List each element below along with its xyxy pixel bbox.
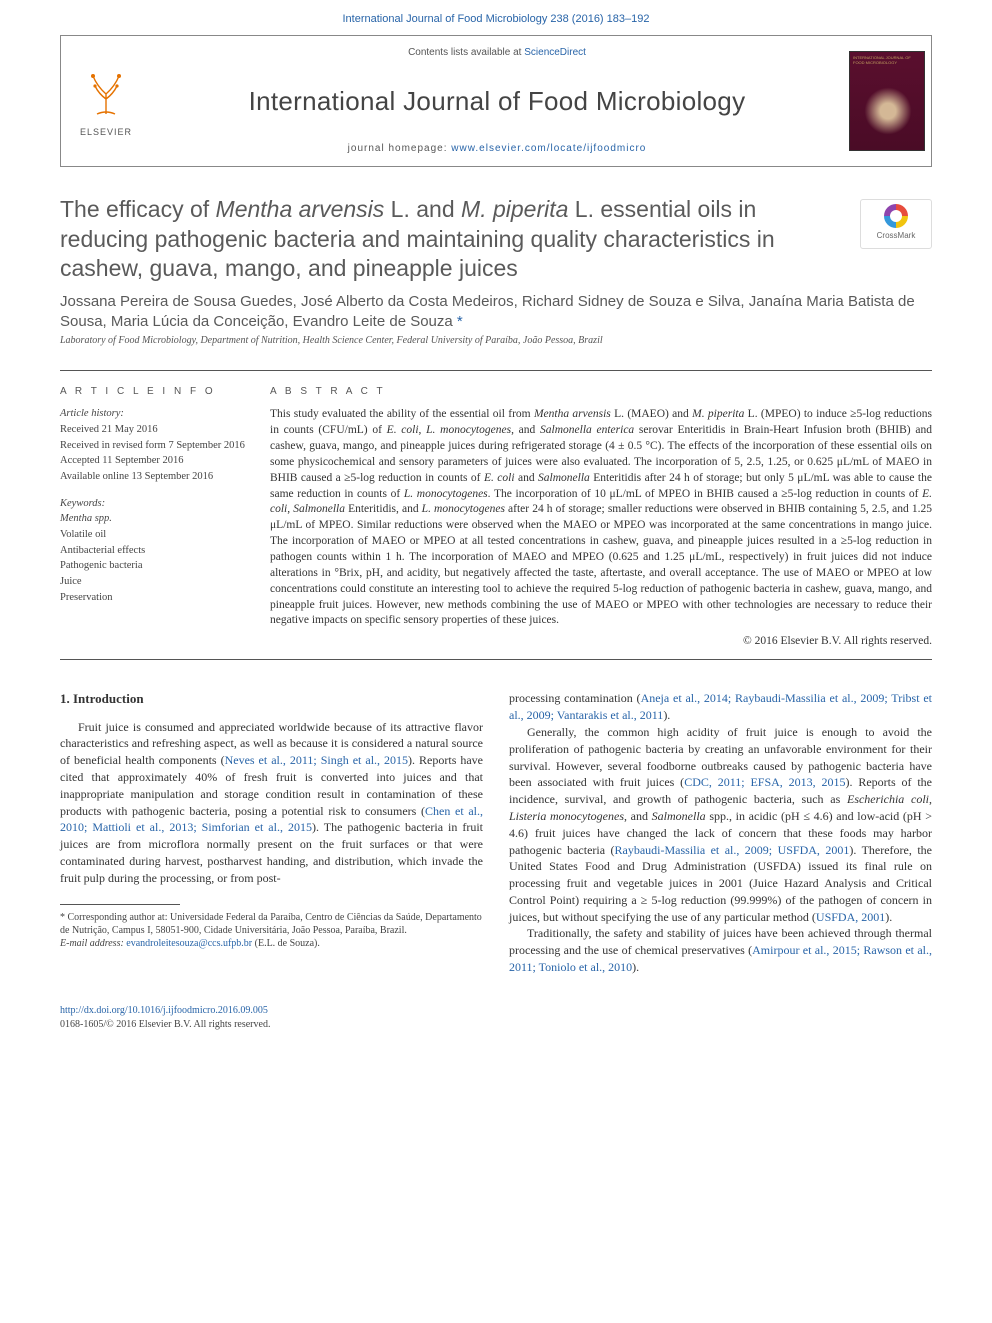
corresponding-email-link[interactable]: evandroleitesouza@ccs.ufpb.br [126, 938, 252, 949]
abstract-copyright: © 2016 Elsevier B.V. All rights reserved… [270, 633, 932, 649]
title-seg-italic: Mentha arvensis [216, 196, 385, 222]
cover-title: INTERNATIONAL JOURNAL OF FOOD MICROBIOLO… [850, 52, 924, 65]
bottom-bar: http://dx.doi.org/10.1016/j.ijfoodmicro.… [60, 1004, 932, 1032]
online-date: Available online 13 September 2016 [60, 470, 246, 485]
email-footnote: E-mail address: evandroleitesouza@ccs.uf… [60, 937, 483, 950]
doi-link[interactable]: http://dx.doi.org/10.1016/j.ijfoodmicro.… [60, 1005, 268, 1016]
intro-para-cont: processing contamination (Aneja et al., … [509, 690, 932, 724]
abstract-column: A B S T R A C T This study evaluated the… [270, 385, 932, 649]
journal-header: ELSEVIER Contents lists available at Sci… [60, 35, 932, 167]
crossmark-icon [884, 204, 908, 228]
abstract-bottom-rule [60, 659, 932, 660]
left-column: 1. Introduction Fruit juice is consumed … [60, 690, 483, 976]
article-info-column: A R T I C L E I N F O Article history: R… [60, 385, 270, 649]
header-center: Contents lists available at ScienceDirec… [151, 36, 843, 166]
section-heading-introduction: 1. Introduction [60, 690, 483, 708]
article-info-heading: A R T I C L E I N F O [60, 385, 246, 399]
intro-para-3: Traditionally, the safety and stability … [509, 925, 932, 975]
keyword: Antibacterial effects [60, 544, 246, 559]
authors-text: Jossana Pereira de Sousa Guedes, José Al… [60, 293, 915, 330]
accepted-date: Accepted 11 September 2016 [60, 454, 246, 469]
keyword: Mentha spp. [60, 512, 246, 527]
received-date: Received 21 May 2016 [60, 423, 246, 438]
revised-date: Received in revised form 7 September 201… [60, 439, 246, 454]
elsevier-label: ELSEVIER [80, 126, 132, 139]
article-history-label: Article history: [60, 407, 246, 422]
elsevier-tree-icon [79, 64, 133, 124]
email-suffix: (E.L. de Souza). [252, 938, 320, 949]
contents-prefix: Contents lists available at [408, 47, 524, 58]
authors-line: Jossana Pereira de Sousa Guedes, José Al… [60, 292, 932, 333]
crossmark-badge[interactable]: CrossMark [860, 199, 932, 249]
keywords-label: Keywords: [60, 497, 246, 512]
issn-copyright: 0168-1605/© 2016 Elsevier B.V. All right… [60, 1019, 270, 1030]
crossmark-label: CrossMark [877, 230, 916, 241]
journal-cover-image: INTERNATIONAL JOURNAL OF FOOD MICROBIOLO… [849, 51, 925, 151]
corresponding-footnote: * Corresponding author at: Universidade … [60, 911, 483, 937]
journal-cover: INTERNATIONAL JOURNAL OF FOOD MICROBIOLO… [843, 36, 931, 166]
journal-name: International Journal of Food Microbiolo… [249, 83, 746, 119]
abstract-text: This study evaluated the ability of the … [270, 407, 932, 629]
elsevier-logo: ELSEVIER [61, 36, 151, 166]
sciencedirect-link[interactable]: ScienceDirect [524, 47, 586, 58]
article-title: The efficacy of Mentha arvensis L. and M… [60, 195, 848, 283]
right-column: processing contamination (Aneja et al., … [509, 690, 932, 976]
homepage-prefix: journal homepage: [348, 143, 452, 154]
title-seg-italic: M. piperita [461, 196, 568, 222]
top-citation[interactable]: International Journal of Food Microbiolo… [0, 0, 992, 35]
title-seg: L. and [384, 196, 461, 222]
title-seg: The efficacy of [60, 196, 216, 222]
journal-homepage-link[interactable]: www.elsevier.com/locate/ijfoodmicro [451, 143, 646, 154]
abstract-heading: A B S T R A C T [270, 385, 932, 399]
keyword: Juice [60, 575, 246, 590]
keyword: Volatile oil [60, 528, 246, 543]
keyword: Preservation [60, 591, 246, 606]
intro-para-1: Fruit juice is consumed and appreciated … [60, 719, 483, 887]
corresponding-star[interactable]: * [457, 313, 463, 330]
journal-homepage-line: journal homepage: www.elsevier.com/locat… [348, 142, 647, 156]
contents-lists-line: Contents lists available at ScienceDirec… [408, 46, 586, 60]
keyword: Pathogenic bacteria [60, 559, 246, 574]
footnote-rule [60, 904, 180, 905]
email-label: E-mail address: [60, 938, 126, 949]
intro-para-2: Generally, the common high acidity of fr… [509, 724, 932, 926]
affiliation: Laboratory of Food Microbiology, Departm… [60, 334, 932, 348]
